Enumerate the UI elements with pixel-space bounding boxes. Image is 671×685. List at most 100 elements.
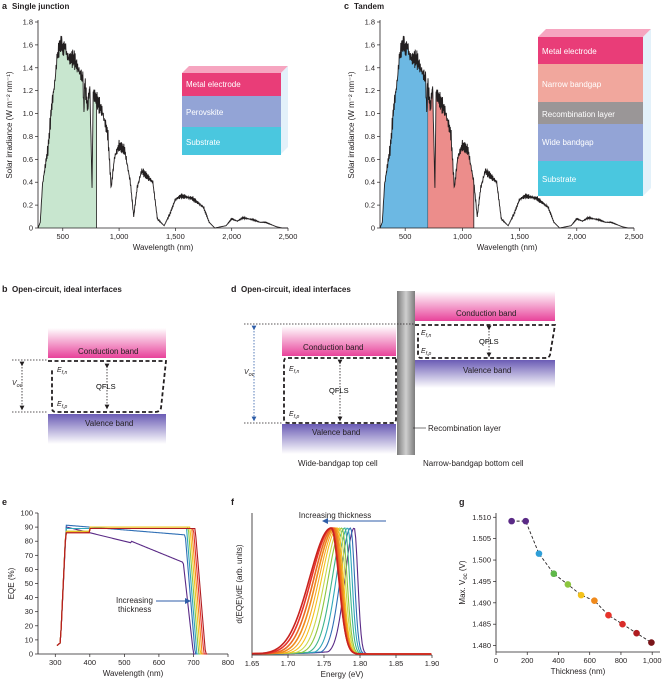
voc-chart: 1.480 1.485 1.490 1.495 1.500 1.505 1.510 0 200 4… — [458, 513, 662, 676]
stack-a-layer-metal — [182, 73, 281, 96]
e-ytick-label: 100 — [20, 509, 33, 518]
c-xtick-label: 2,500 — [625, 232, 644, 241]
a-spectrum-line — [37, 35, 288, 229]
d-valence-top — [282, 424, 396, 454]
a-ytick-label: 1.2 — [23, 86, 33, 95]
b-conduction-band — [48, 328, 166, 358]
c-ytick-label: 0.6 — [365, 155, 375, 164]
e-xtick-label: 600 — [153, 658, 166, 667]
a-ytick-label: 1.4 — [23, 63, 33, 72]
stack-c-layer-metal — [538, 37, 643, 64]
panel-c-title: Tandem — [354, 2, 384, 11]
b-conduction-label: Conduction band — [78, 347, 139, 356]
spectrum-chart-c: 0 0.2 0.4 0.6 0.8 1.0 1.2 1.4 1.6 1.8 500 1,000 1,50… — [347, 18, 643, 253]
g-trend-line — [511, 520, 652, 643]
g-xtick-label: 1,000 — [643, 656, 662, 665]
d-conduction-bottom-label: Conduction band — [456, 309, 517, 318]
panel-a-letter: a — [2, 1, 8, 11]
stack-c-label-substrate: Substrate — [542, 175, 577, 184]
stack-c-label-narrow: Narrow bandgap — [542, 80, 602, 89]
e-series-4 — [56, 526, 208, 655]
g-point-4 — [564, 581, 572, 588]
b-fermi-loop — [48, 360, 168, 413]
d-valence-top-label: Valence band — [312, 428, 360, 437]
d-efp-top-label: Ef,p — [289, 411, 299, 420]
panel-b-title: Open-circuit, ideal interfaces — [12, 285, 122, 294]
e-xlabel: Wavelength (nm) — [103, 669, 164, 678]
e-series-5 — [56, 526, 208, 655]
e-series-6 — [56, 527, 208, 655]
deqe-chart: 1.65 1.70 1.75 1.80 1.85 1.90 Energy (eV) d(EQE… — [235, 511, 439, 679]
e-xtick-label: 500 — [118, 658, 131, 667]
g-point-5 — [577, 591, 585, 599]
panel-b-letter: b — [2, 284, 8, 294]
f-xtick-label: 1.65 — [245, 659, 260, 668]
spectrum-chart-a: 0 0.2 0.4 0.6 0.8 1.0 1.2 1.4 1.6 1.8 500 1,000 1,50… — [5, 18, 297, 253]
e-xtick-label: 800 — [222, 658, 235, 667]
d-recombination-label: Recombination layer — [428, 424, 501, 433]
a-xtick-label: 2,000 — [222, 232, 241, 241]
e-ytick-label: 10 — [25, 635, 33, 644]
e-xtick-label: 300 — [49, 658, 62, 667]
c-ytick-label: 1.2 — [365, 86, 375, 95]
g-ytick-label: 1.490 — [472, 598, 491, 607]
d-efp-bottom-label: Ef,p — [421, 348, 431, 357]
g-point-2 — [535, 550, 543, 557]
a-ytick-label: 1.8 — [23, 18, 33, 27]
a-xtick-label: 500 — [57, 232, 70, 241]
g-ylabel: Max. Voc (V) — [458, 560, 469, 604]
e-ytick-label: 70 — [25, 551, 33, 560]
a-ytick-label: 0.8 — [23, 132, 33, 141]
a-xlabel: Wavelength (nm) — [133, 243, 194, 252]
panel-e: e 0 10 20 30 40 50 60 70 80 90 100 300 400 500 600 700 8… — [2, 497, 234, 678]
g-xtick-label: 600 — [583, 656, 596, 665]
g-point-8 — [619, 620, 626, 628]
stack-c-side-face — [643, 29, 651, 196]
panel-c-letter: c — [344, 1, 349, 11]
stack-c-layer-substrate — [538, 161, 643, 196]
e-series-7 — [56, 527, 208, 655]
stack-c-top-face — [538, 29, 651, 37]
f-series-11 — [251, 527, 432, 655]
c-xtick-label: 1,500 — [510, 232, 529, 241]
panel-g-letter: g — [459, 497, 465, 507]
d-qfls-top-label: QFLS — [329, 386, 349, 395]
c-spectrum-line — [379, 35, 634, 229]
f-annot: Increasing thickness — [299, 511, 371, 520]
stack-c-layer-wide — [538, 124, 643, 161]
d-conduction-top — [282, 326, 396, 356]
a-ytick-label: 0 — [29, 224, 33, 233]
d-top-cell-label: Wide-bandgap top cell — [298, 459, 378, 468]
g-point-10 — [648, 639, 655, 646]
e-ytick-label: 30 — [25, 607, 33, 616]
e-xtick-label: 700 — [187, 658, 200, 667]
e-ytick-label: 20 — [25, 621, 33, 630]
c-ylabel: Solar irradiance (W m⁻² nm⁻¹) — [347, 71, 356, 178]
panel-a: a Single junction 0 0.2 0.4 0.6 0.8 1.0 1.2 1.4… — [2, 1, 297, 252]
c-ytick-label: 0 — [371, 224, 375, 233]
f-xtick-label: 1.75 — [317, 659, 332, 668]
stack-a-layer-perovskite — [182, 96, 281, 127]
e-annot-line2: thickness — [118, 605, 151, 614]
g-ytick-label: 1.480 — [472, 641, 491, 650]
panel-a-title: Single junction — [12, 2, 69, 11]
stack-c-label-wide: Wide bandgap — [542, 138, 594, 147]
b-efn-label: Ef,n — [57, 367, 67, 376]
e-ytick-label: 50 — [25, 579, 33, 588]
e-ytick-label: 60 — [25, 565, 33, 574]
a-xtick-label: 1,500 — [166, 232, 185, 241]
f-xtick-label: 1.70 — [281, 659, 296, 668]
b-valence-label: Valence band — [85, 419, 133, 428]
layer-stack-a: Metal electrode Perovskite Substrate — [182, 66, 288, 155]
panel-f: f 1.65 1.70 1.75 1.80 1.85 1.90 Energy (eV) d(E… — [231, 497, 439, 679]
e-ytick-label: 0 — [29, 650, 33, 659]
d-voc-label: Voc — [244, 369, 255, 378]
c-ytick-label: 0.4 — [365, 178, 375, 187]
g-point-3 — [550, 570, 558, 578]
c-xtick-label: 1,000 — [453, 232, 472, 241]
a-ylabel: Solar irradiance (W m⁻² nm⁻¹) — [5, 71, 14, 178]
b-valence-band — [48, 414, 166, 444]
e-ylabel: EQE (%) — [7, 567, 16, 599]
g-xlabel: Thickness (nm) — [551, 667, 606, 676]
